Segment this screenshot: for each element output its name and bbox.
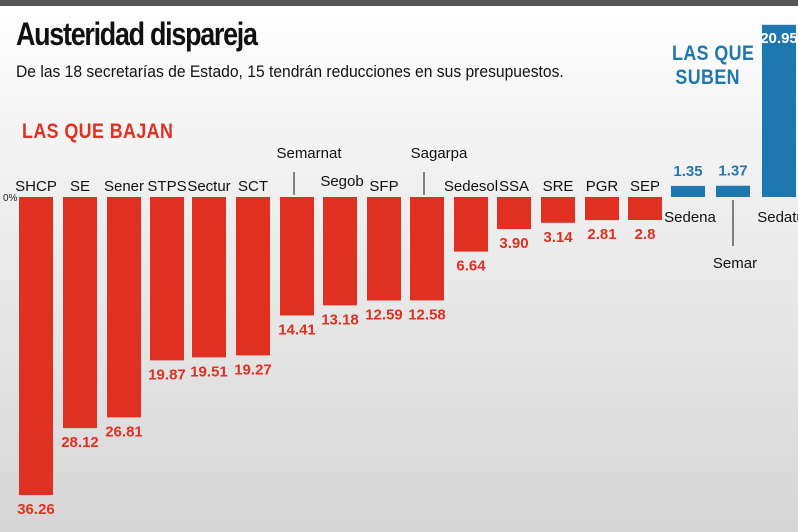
category-label-semar: Semar	[713, 255, 757, 272]
category-label-sfp: SFP	[369, 178, 398, 195]
bar-sener	[107, 197, 141, 418]
section-label-increases: LAS QUE SUBEN	[672, 42, 755, 90]
category-label-sedesol: Sedesol	[444, 178, 498, 195]
bar-sct	[236, 197, 270, 356]
section-label-decreases: LAS QUE BAJAN	[22, 120, 174, 143]
value-label-sedesol: 6.64	[456, 258, 486, 275]
value-label-semar: 1.37	[718, 163, 747, 180]
value-label-sectur: 19.51	[190, 363, 228, 380]
category-label-sedatu: Sedatu	[757, 209, 798, 226]
bar-segob	[323, 197, 357, 306]
value-label-sfp: 12.59	[365, 306, 403, 323]
bar-sedesol	[454, 197, 488, 252]
bar-pgr	[585, 197, 619, 221]
section-label-increases-line-2: SUBEN	[675, 66, 740, 89]
category-label-sener: Sener	[104, 178, 144, 195]
bar-sagarpa	[410, 197, 444, 301]
category-label-sedena: Sedena	[664, 209, 716, 226]
value-label-segob: 13.18	[321, 311, 359, 328]
value-label-shcp: 36.26	[17, 501, 55, 518]
bar-sectur	[192, 197, 226, 358]
section-label-increases-line-1: LAS QUE	[672, 42, 755, 65]
page-subtitle: De las 18 secretarías de Estado, 15 tend…	[16, 62, 564, 81]
value-label-sre: 3.14	[543, 229, 573, 246]
value-label-sedena: 1.35	[673, 163, 702, 180]
category-label-ssa: SSA	[499, 178, 529, 195]
bar-semarnat	[280, 197, 314, 316]
value-label-se: 28.12	[61, 434, 99, 451]
bar-ssa	[497, 197, 531, 230]
category-label-sagarpa: Sagarpa	[411, 145, 468, 162]
value-label-sct: 19.27	[234, 361, 272, 378]
bar-sep	[628, 197, 662, 221]
bar-sfp	[367, 197, 401, 301]
page-title: Austeridad dispareja	[16, 16, 258, 52]
zero-axis-label: 0%	[3, 193, 18, 204]
category-label-stps: STPS	[147, 178, 186, 195]
value-label-pgr: 2.81	[587, 226, 616, 243]
category-label-se: SE	[70, 178, 90, 195]
bar-shcp	[19, 197, 53, 496]
bar-semar	[716, 185, 750, 197]
value-label-sep: 2.8	[635, 226, 656, 243]
category-label-sct: SCT	[238, 178, 268, 195]
top-rule	[0, 0, 798, 6]
category-label-shcp: SHCP	[15, 178, 57, 195]
category-label-segob: Segob	[320, 173, 363, 190]
category-label-semarnat: Semarnat	[276, 145, 342, 162]
category-label-sep: SEP	[630, 178, 660, 195]
bar-sedatu	[762, 24, 796, 197]
category-label-sectur: Sectur	[187, 178, 230, 195]
category-label-sre: SRE	[543, 178, 574, 195]
bar-se	[63, 197, 97, 429]
bar-sedena	[671, 185, 705, 197]
value-label-stps: 19.87	[148, 366, 186, 383]
value-label-semarnat: 14.41	[278, 321, 316, 338]
bar-stps	[150, 197, 184, 361]
value-label-ssa: 3.90	[499, 235, 528, 252]
bar-sre	[541, 197, 575, 223]
category-label-pgr: PGR	[586, 178, 619, 195]
value-label-sagarpa: 12.58	[408, 306, 446, 323]
value-label-sedatu: 20.95	[760, 30, 798, 47]
value-label-sener: 26.81	[105, 423, 143, 440]
